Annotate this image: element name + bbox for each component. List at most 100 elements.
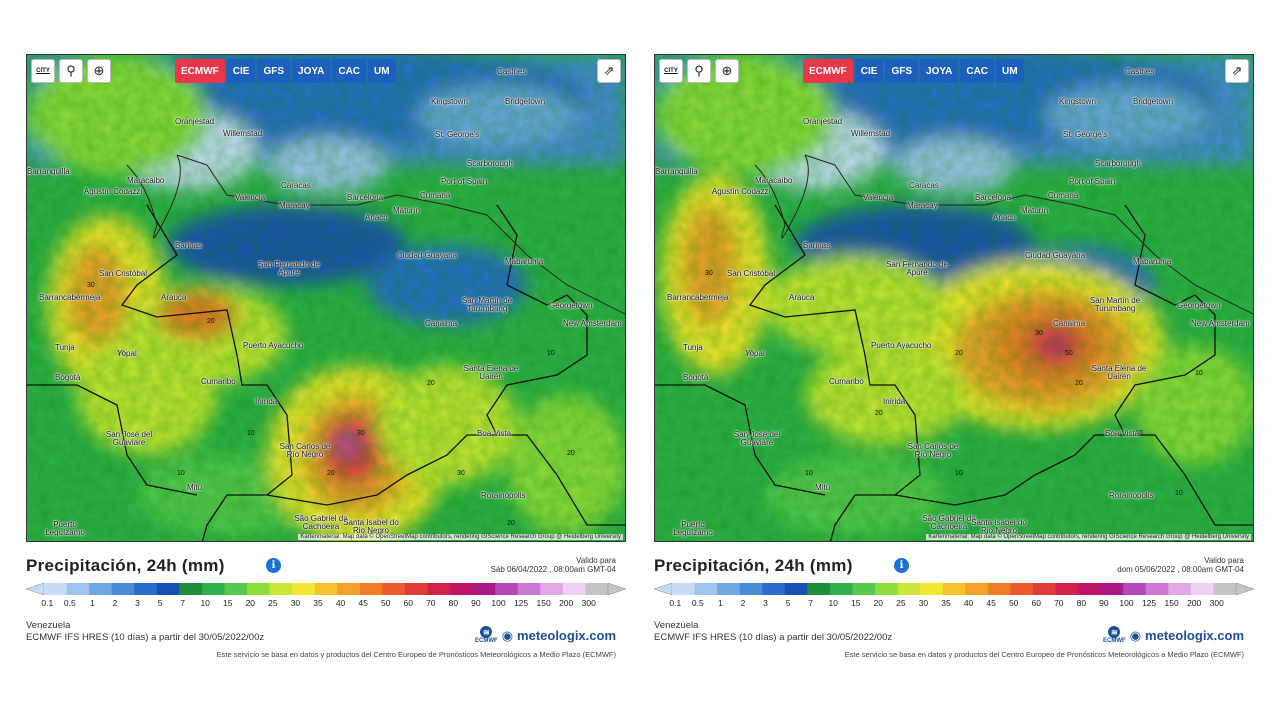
zoom-button[interactable]: ⊕ — [87, 59, 111, 83]
scale-tick: 7 — [808, 598, 813, 608]
info-icon[interactable]: i — [266, 558, 281, 573]
share-button[interactable]: ⇗ — [597, 59, 621, 83]
scale-swatch — [472, 583, 496, 595]
city-label-san-martin: San Martín de Turumbang — [1089, 296, 1141, 313]
zoom-icon: ⊕ — [93, 63, 105, 78]
model-tab-ecmwf[interactable]: ECMWF — [175, 59, 225, 83]
share-icon: ⇗ — [603, 63, 615, 78]
contour-values: 30 30 50 20 20 20 10 10 10 20 10 10 — [705, 270, 1203, 497]
city-label-kingstown: Kingstown — [431, 97, 468, 106]
model-tab-um[interactable]: UM — [996, 59, 1024, 83]
brand[interactable]: ≋ ECMWF ◉ meteologix.com — [1103, 626, 1244, 645]
city-label-port-of-spain: Port of Spain — [441, 177, 488, 186]
scale-ticks: 0.1 0.5 1 2 3 5 7 10 15 20 25 30 35 40 45 50 60 70 80 90 100… — [654, 598, 1254, 610]
scale-swatch — [1190, 583, 1214, 595]
location-button[interactable]: ⚲ — [59, 59, 83, 83]
city-label-tunja: Tunja — [55, 343, 75, 352]
city-toggle-button[interactable]: CITY — [31, 59, 55, 83]
city-label-san-carlos: San Carlos de Río Negro — [279, 442, 331, 459]
city-label-puerto-leguizamo: Puerto Leguízamo — [45, 520, 85, 537]
city-label-barrancabermeja: Barrancabermeja — [39, 293, 101, 302]
city-label-yopal: Yopal — [117, 349, 137, 358]
svg-text:20: 20 — [875, 410, 883, 417]
city-label-valencia: Valencia — [863, 193, 894, 202]
svg-text:20: 20 — [955, 350, 963, 357]
city-label-maturin: Maturín — [393, 206, 421, 215]
scale-tick: 7 — [180, 598, 185, 608]
location-button[interactable]: ⚲ — [687, 59, 711, 83]
model-tab-joya[interactable]: JOYA — [920, 59, 959, 83]
city-label-cumaribo: Cumaribo — [201, 377, 236, 386]
region-label: Venezuela — [654, 620, 699, 631]
city-label-kingstown: Kingstown — [1059, 97, 1096, 106]
model-tab-cie[interactable]: CIE — [226, 59, 256, 83]
city-label-san-jose: San José del Guaviare — [733, 430, 781, 447]
scale-swatch — [920, 583, 944, 595]
city-label-yopal: Yopal — [745, 349, 765, 358]
city-label-barinas: Barinas — [803, 241, 831, 250]
zoom-button[interactable]: ⊕ — [715, 59, 739, 83]
location-pin-icon: ⚲ — [66, 63, 76, 78]
city-label-san-fernando: San Fernando de Apure — [886, 260, 948, 277]
city-label-cumana: Cumaná — [420, 191, 451, 200]
model-tab-gfs[interactable]: GFS — [885, 59, 919, 83]
map-view[interactable]: 30 30 50 20 20 20 10 10 10 20 10 10 Castries Kingstow… — [654, 54, 1254, 542]
scale-tick: 45 — [358, 598, 368, 608]
brand[interactable]: ≋ ECMWF ◉ meteologix.com — [475, 626, 616, 645]
model-tab-joya[interactable]: JOYA — [292, 59, 331, 83]
valid-date: Sáb 06/04/2022 , 08:00am GMT-04 — [490, 565, 616, 574]
ecmwf-logo-text: ECMWF — [1103, 638, 1126, 644]
scale-tick: 80 — [1076, 598, 1087, 608]
model-selector: ECMWF CIE GFS JOYA CAC UM — [803, 59, 1024, 83]
city-label-barranquilla: Barranquilla — [27, 167, 70, 176]
city-label-anaco: Anaco — [365, 213, 388, 222]
info-icon[interactable]: i — [894, 558, 909, 573]
model-tab-cie[interactable]: CIE — [854, 59, 884, 83]
forecast-panel-right: 30 30 50 20 20 20 10 10 10 20 10 10 Castries Kingstow… — [654, 54, 1254, 674]
scale-tick: 25 — [896, 598, 906, 608]
scale-tick: 10 — [200, 598, 210, 608]
ecmwf-logo-icon: ≋ — [480, 626, 493, 638]
model-tab-gfs[interactable]: GFS — [257, 59, 291, 83]
scale-swatch — [1145, 583, 1169, 595]
svg-text:30: 30 — [705, 270, 713, 277]
ecmwf-logo: ≋ ECMWF — [1103, 626, 1126, 645]
model-tab-ecmwf[interactable]: ECMWF — [803, 59, 853, 83]
footer-note: Este servicio se basa en datos y product… — [216, 650, 616, 659]
scale-swatch — [942, 583, 966, 595]
svg-text:10: 10 — [955, 470, 963, 477]
model-tab-um[interactable]: UM — [368, 59, 396, 83]
scale-tick: 100 — [1119, 598, 1134, 608]
model-tab-cac[interactable]: CAC — [332, 59, 367, 83]
scale-swatch — [739, 583, 763, 595]
model-tab-cac[interactable]: CAC — [960, 59, 995, 83]
scale-tick: 2 — [740, 598, 746, 608]
city-label-san-cristobal: San Cristóbal — [727, 269, 776, 278]
scale-tick: 5 — [157, 598, 163, 608]
scale-swatch — [517, 583, 541, 595]
city-label-barcelona: Barcelona — [975, 193, 1012, 202]
legend: Precipitación, 24h (mm) i Valido para Sáb 0… — [26, 546, 626, 674]
globe-icon: ◉ — [1129, 627, 1142, 643]
city-label-oranjestad: Oranjestad — [803, 117, 843, 126]
city-label-georgetown: Georgetown — [549, 301, 593, 310]
scale-tick: 50 — [380, 598, 391, 608]
map-view[interactable]: 30 20 30 20 20 30 10 10 10 10 20 20 Castries Kingstow… — [26, 54, 626, 542]
scale-swatch — [1010, 583, 1034, 595]
scale-tick: 20 — [873, 598, 884, 608]
svg-text:20: 20 — [567, 450, 575, 457]
city-label-boa-vista: Boa Vista — [477, 429, 512, 438]
city-toggle-button[interactable]: CITY — [659, 59, 683, 83]
ecmwf-logo-text: ECMWF — [475, 638, 498, 644]
share-button[interactable]: ⇗ — [1225, 59, 1249, 83]
svg-text:10: 10 — [1175, 490, 1183, 497]
city-label-st-georges: St. George's — [1063, 130, 1108, 139]
scale-swatch — [1213, 583, 1237, 595]
city-label-bridgetown: Bridgetown — [505, 97, 546, 106]
scale-tick: 40 — [963, 598, 974, 608]
city-label-maracay: Maracay — [279, 201, 310, 210]
scale-swatch — [201, 583, 225, 595]
city-label-santa-elena: Santa Elena de Uairén — [1091, 364, 1147, 381]
color-scale — [654, 582, 1254, 596]
scale-swatch — [495, 583, 519, 595]
